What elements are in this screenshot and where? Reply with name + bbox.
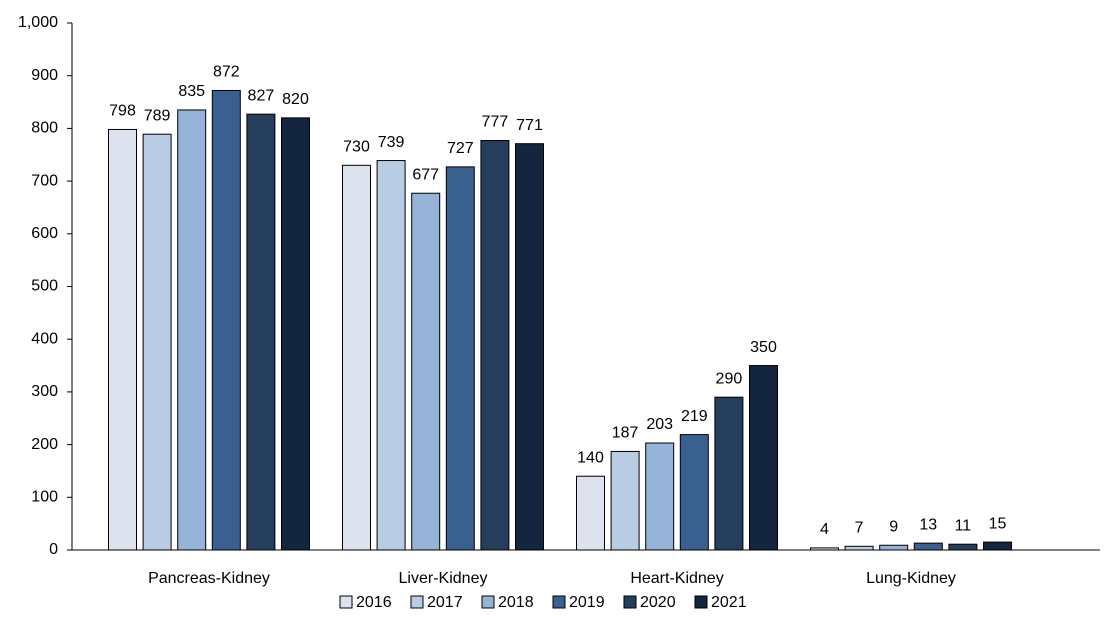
data-label: 827 [248,87,275,104]
data-label: 7 [855,520,864,537]
legend-label: 2021 [711,594,747,611]
bar [108,128,137,551]
data-label: 11 [955,517,972,534]
x-tick-label: Liver-Kidney [399,570,488,587]
data-label: 677 [412,166,439,183]
bar [376,160,406,551]
bar [879,544,909,551]
data-label: 835 [178,83,205,100]
data-label: 219 [681,408,708,425]
y-tick-label: 1,000 [18,14,58,31]
x-tick-label: Heart-Kidney [630,570,723,587]
data-label: 9 [889,518,898,535]
legend-swatch [623,595,637,609]
data-label: 730 [343,139,370,156]
data-label: 727 [447,140,474,157]
y-tick-label: 200 [31,436,58,453]
legend-label: 2020 [640,594,676,611]
legend-label: 2018 [498,594,534,611]
bar [342,164,371,551]
bar [645,442,675,551]
legend-swatch [339,595,353,609]
legend-swatch [410,595,424,609]
legend-label: 2017 [427,594,463,611]
data-label: 203 [646,416,673,433]
x-tick-label: Pancreas-Kidney [148,570,270,587]
bar [844,545,874,551]
legend-swatch [481,595,495,609]
y-tick-label: 100 [31,489,58,506]
legend-swatch [694,595,708,609]
legend-label: 2016 [356,594,392,611]
bar [211,89,241,551]
bar [246,113,276,551]
data-label: 4 [820,521,829,538]
legend-label: 2019 [569,594,605,611]
data-label: 777 [482,114,509,131]
bar [610,450,640,551]
bar [714,396,744,551]
data-label: 15 [989,515,1007,532]
data-label: 872 [213,64,240,81]
bar [810,547,839,551]
data-label: 789 [144,107,171,124]
data-label: 350 [750,339,777,356]
y-tick-label: 500 [31,278,58,295]
y-tick-label: 800 [31,120,58,137]
y-tick-label: 700 [31,172,58,189]
data-label: 820 [282,91,309,108]
data-label: 739 [378,134,405,151]
x-tick-label: Lung-Kidney [866,570,956,587]
bar [281,117,310,551]
data-label: 187 [612,425,639,442]
y-tick-label: 900 [31,67,58,84]
legend-swatch [552,595,566,609]
bar [480,140,510,551]
bar [576,475,605,551]
bar [948,543,978,551]
bar [983,541,1012,551]
bar [913,542,943,551]
bar [411,192,441,551]
y-tick-label: 300 [31,383,58,400]
data-label: 798 [109,103,136,120]
bar [445,166,475,551]
y-tick-label: 0 [49,541,58,558]
bar [515,143,544,551]
bar [749,365,778,551]
bar [679,434,709,551]
data-label: 290 [716,370,743,387]
bar [142,133,172,551]
data-label: 771 [516,117,543,134]
bar [177,109,207,551]
y-tick-label: 400 [31,330,58,347]
data-label: 140 [577,449,604,466]
y-tick-label: 600 [31,225,58,242]
data-label: 13 [919,516,937,533]
